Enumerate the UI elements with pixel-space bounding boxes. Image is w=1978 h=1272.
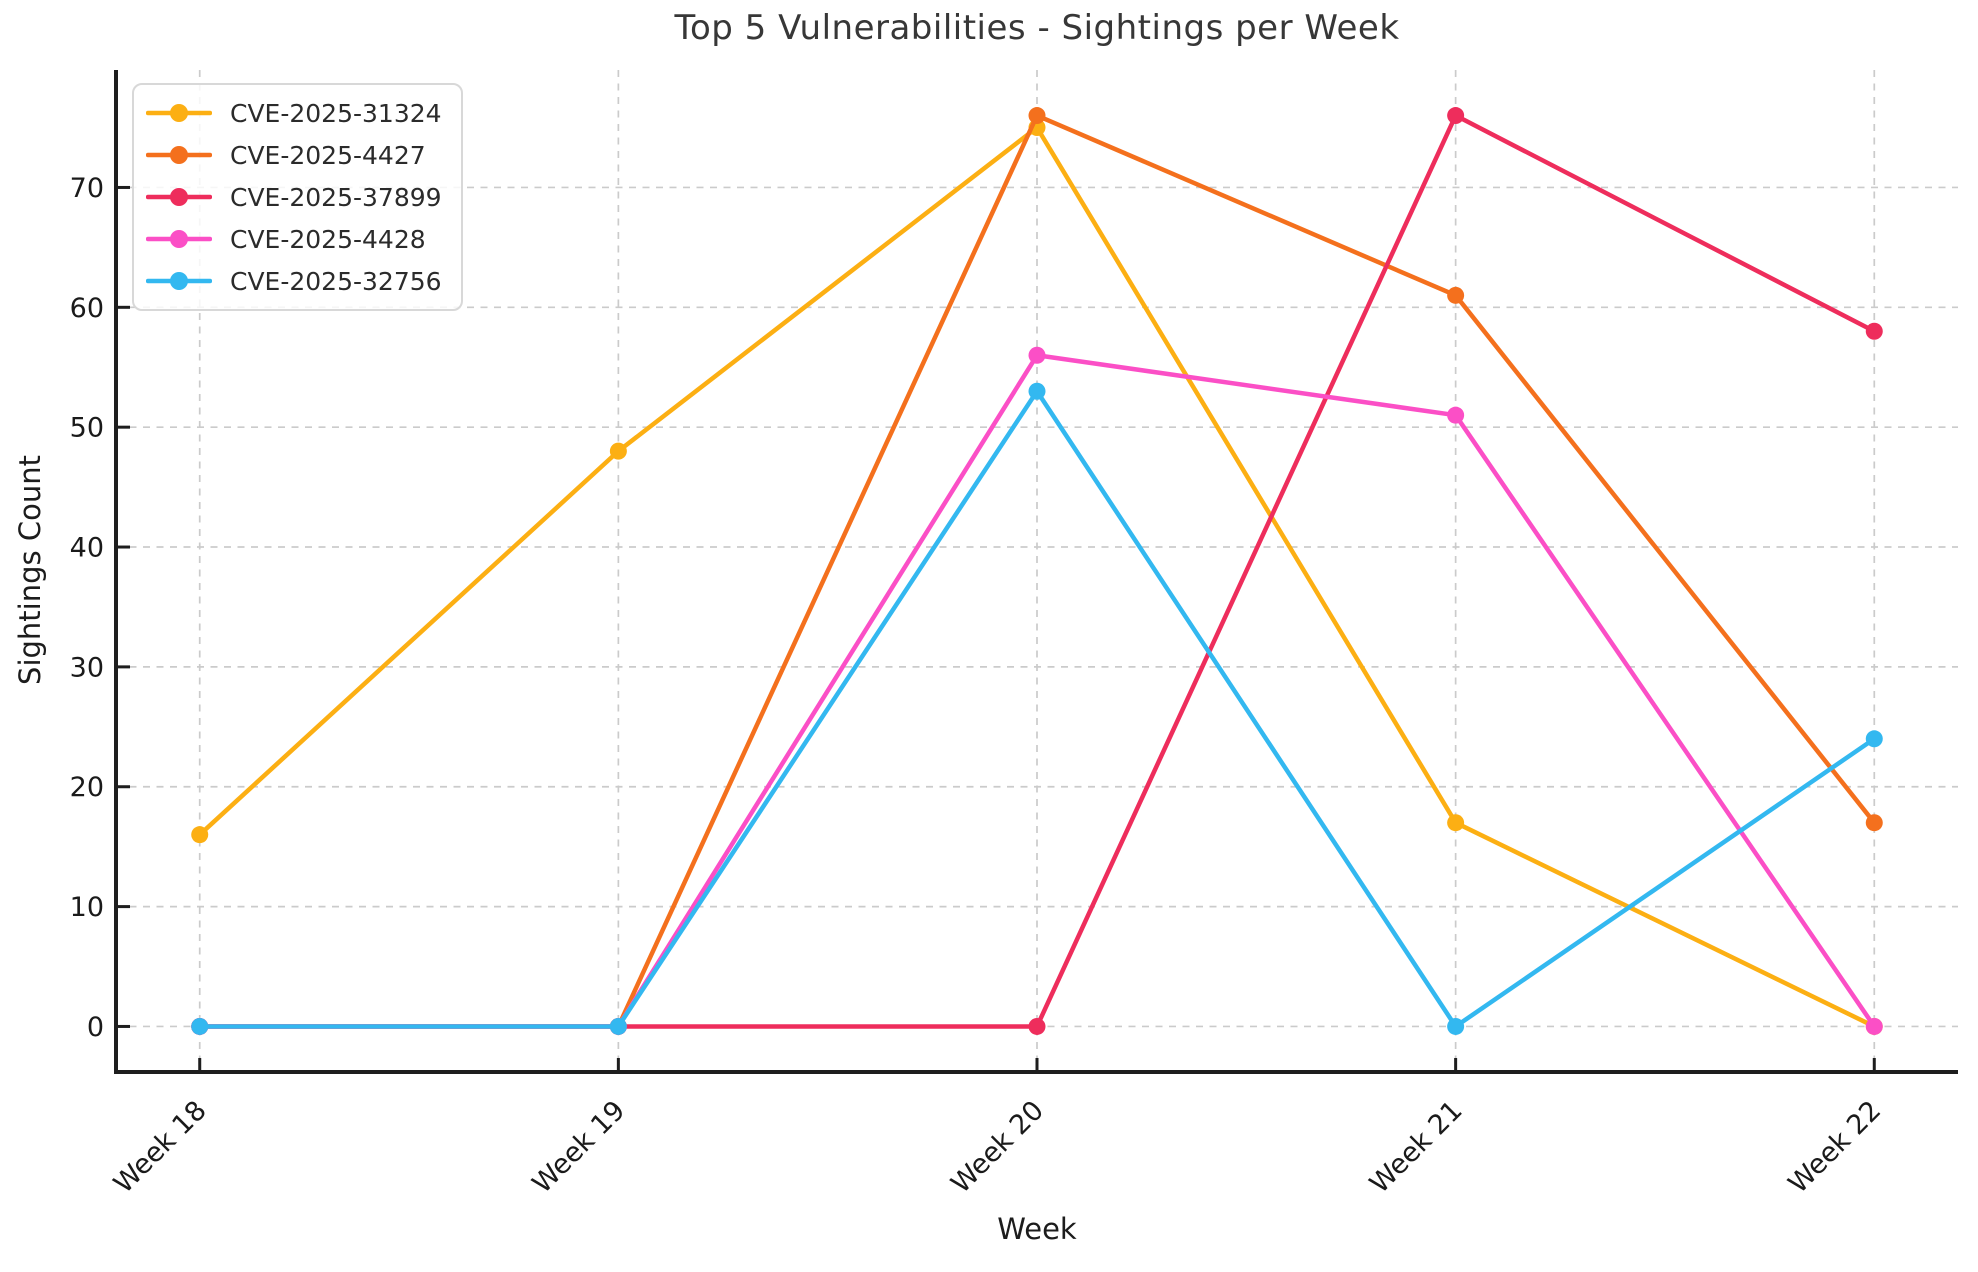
data-point [1865, 814, 1883, 832]
y-tick-label: 70 [70, 173, 104, 204]
data-point [609, 1017, 627, 1035]
legend-line-marker-swatch [146, 272, 212, 290]
data-point [1028, 1017, 1046, 1035]
data-point [1865, 730, 1883, 748]
data-point [191, 826, 209, 844]
y-axis-title: Sightings Count [13, 455, 47, 685]
x-tick-label: Week 18 [108, 1095, 213, 1200]
data-point [1447, 1017, 1465, 1035]
data-point [1447, 286, 1465, 304]
y-tick-label: 20 [70, 772, 104, 803]
data-point [609, 442, 627, 460]
x-axis-title: Week [997, 1212, 1077, 1246]
legend-line-marker-swatch [146, 230, 212, 248]
data-point [1028, 107, 1046, 125]
data-point [1028, 382, 1046, 400]
legend-item: CVE-2025-32756 [146, 260, 447, 302]
legend-item: CVE-2025-4427 [146, 134, 447, 176]
legend-label: CVE-2025-31324 [230, 98, 442, 128]
legend-item: CVE-2025-4428 [146, 218, 447, 260]
y-tick-label: 30 [70, 652, 104, 683]
data-point [191, 1017, 209, 1035]
x-tick-label: Week 19 [527, 1095, 632, 1200]
legend-label: CVE-2025-4427 [230, 140, 426, 170]
x-tick-label: Week 20 [945, 1095, 1050, 1200]
y-tick-label: 40 [70, 533, 104, 564]
y-tick-label: 60 [70, 293, 104, 324]
legend: CVE-2025-31324 CVE-2025-4427 CVE-2025-3789… [132, 83, 463, 311]
legend-label: CVE-2025-37899 [230, 182, 442, 212]
x-tick-label: Week 22 [1783, 1095, 1888, 1200]
legend-line-marker-swatch [146, 146, 212, 164]
data-point [1447, 107, 1465, 125]
y-tick-label: 10 [70, 892, 104, 923]
legend-label: CVE-2025-4428 [230, 224, 426, 254]
x-tick-label: Week 21 [1364, 1095, 1469, 1200]
legend-item: CVE-2025-37899 [146, 176, 447, 218]
data-point [1865, 1017, 1883, 1035]
chart-title: Top 5 Vulnerabilities - Sightings per We… [674, 8, 1400, 48]
y-tick-label: 0 [87, 1012, 104, 1043]
data-point [1865, 322, 1883, 340]
legend-item: CVE-2025-31324 [146, 92, 447, 134]
y-tick-label: 50 [70, 413, 104, 444]
data-point [1447, 406, 1465, 424]
data-point [1447, 814, 1465, 832]
legend-label: CVE-2025-32756 [230, 266, 442, 296]
data-point [1028, 346, 1046, 364]
legend-line-marker-swatch [146, 104, 212, 122]
legend-line-marker-swatch [146, 188, 212, 206]
